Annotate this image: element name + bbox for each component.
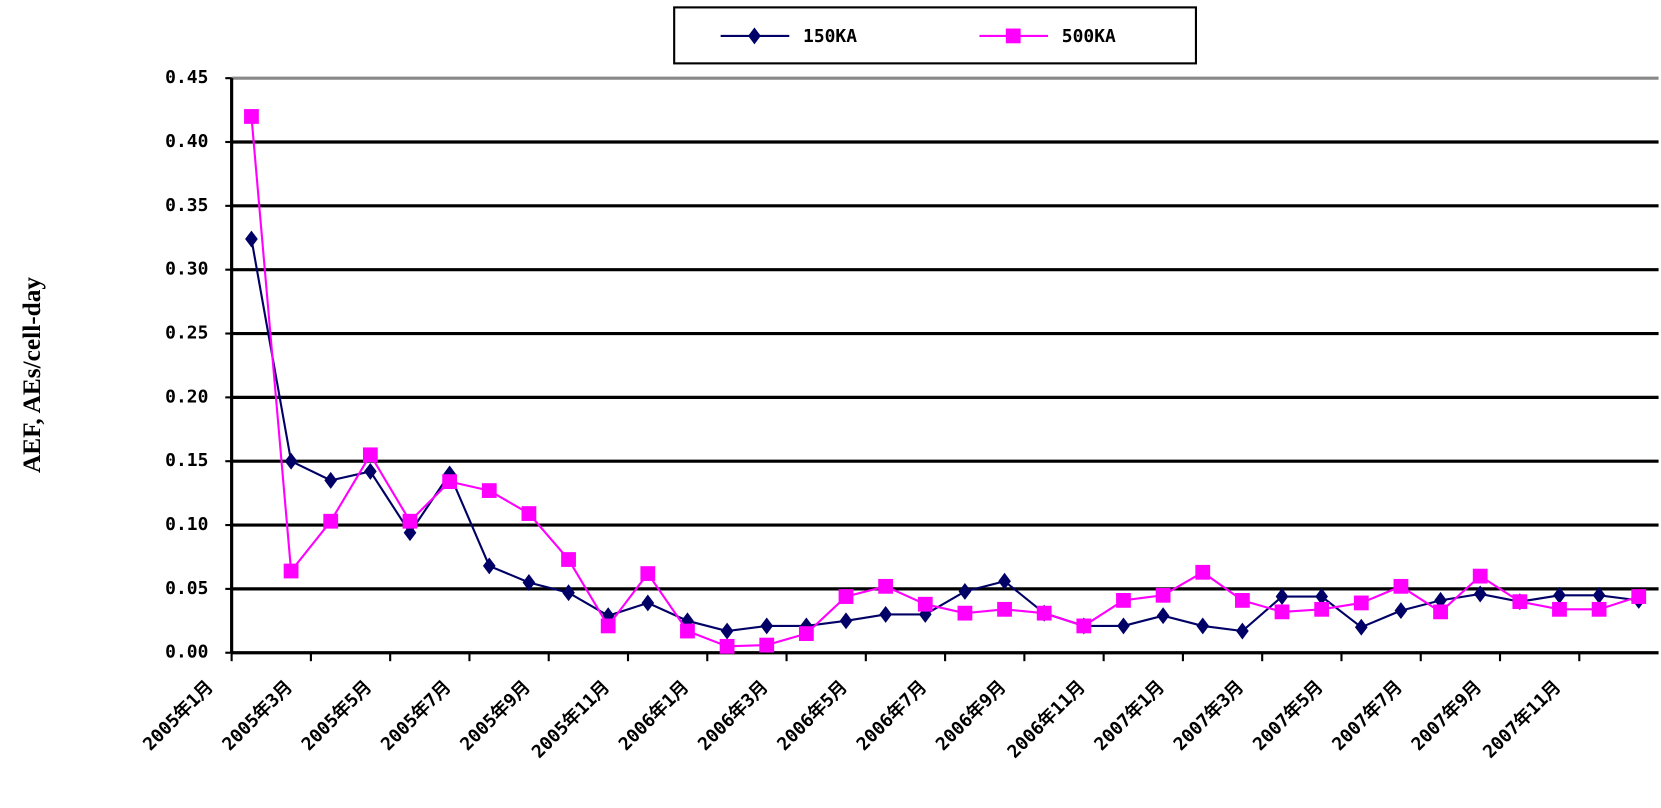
y-axis-label: AEF, AEs/cell-day bbox=[18, 277, 46, 473]
point bbox=[1314, 601, 1330, 617]
point bbox=[1393, 578, 1409, 594]
point bbox=[482, 557, 496, 575]
x-tick-label: 2005年3月 bbox=[218, 676, 297, 755]
y-tick-label: 0.20 bbox=[165, 386, 208, 407]
x-tick-label: 2007年7月 bbox=[1328, 676, 1407, 755]
x-tick-label: 2006年1月 bbox=[614, 676, 693, 755]
x-tick-label: 2006年9月 bbox=[931, 676, 1010, 755]
point bbox=[1036, 605, 1052, 621]
series-line bbox=[250, 238, 1639, 633]
point bbox=[680, 623, 695, 639]
y-tick-label: 0.05 bbox=[165, 578, 208, 599]
point bbox=[1631, 589, 1647, 604]
y-tick-label: 0.15 bbox=[165, 450, 208, 471]
y-tick-label: 0.10 bbox=[165, 514, 208, 535]
point bbox=[1236, 622, 1249, 640]
point bbox=[958, 582, 972, 600]
x-tick-label: 2006年7月 bbox=[852, 676, 931, 755]
point bbox=[323, 513, 339, 529]
point bbox=[1196, 617, 1210, 635]
point bbox=[1116, 592, 1131, 608]
point bbox=[521, 506, 537, 521]
y-tick-label: 0.00 bbox=[165, 642, 208, 663]
point bbox=[402, 513, 418, 529]
point bbox=[1156, 607, 1170, 625]
x-tick-label: 2006年5月 bbox=[773, 676, 852, 755]
x-tick-label: 2005年11月 bbox=[527, 676, 614, 763]
y-tick-label: 0.35 bbox=[165, 195, 208, 216]
point bbox=[481, 483, 497, 498]
point bbox=[1155, 587, 1171, 603]
point bbox=[1353, 595, 1369, 611]
x-tick-label: 2006年3月 bbox=[693, 676, 772, 755]
y-tick-label: 0.40 bbox=[165, 131, 208, 152]
y-tick-label: 0.30 bbox=[165, 259, 208, 280]
series-line bbox=[250, 116, 1640, 648]
point bbox=[839, 612, 853, 630]
point bbox=[561, 552, 576, 567]
point bbox=[283, 563, 299, 579]
point bbox=[760, 617, 774, 635]
point bbox=[1552, 601, 1567, 617]
point bbox=[1433, 604, 1448, 620]
point bbox=[1275, 588, 1289, 606]
point bbox=[879, 605, 892, 623]
point bbox=[917, 596, 933, 612]
point bbox=[284, 452, 298, 470]
point bbox=[719, 638, 735, 654]
point bbox=[998, 572, 1011, 590]
x-tick-label: 2007年1月 bbox=[1090, 676, 1169, 755]
x-tick-label: 2007年5月 bbox=[1248, 676, 1327, 755]
point bbox=[1592, 586, 1606, 604]
x-tick-label: 2005年5月 bbox=[297, 676, 376, 755]
point bbox=[245, 230, 258, 248]
point bbox=[838, 589, 854, 604]
point bbox=[798, 626, 814, 641]
point bbox=[362, 447, 378, 463]
point bbox=[759, 637, 775, 653]
point bbox=[1315, 588, 1328, 606]
point bbox=[1234, 592, 1250, 608]
point bbox=[324, 471, 338, 489]
point bbox=[1195, 564, 1211, 580]
x-tick-label: 2006年11月 bbox=[1003, 676, 1090, 763]
y-tick-label: 0.25 bbox=[165, 323, 208, 344]
point bbox=[1274, 604, 1290, 620]
legend-label: 150KA bbox=[803, 26, 857, 47]
point bbox=[748, 27, 761, 45]
point bbox=[641, 594, 655, 612]
point bbox=[878, 578, 894, 594]
point bbox=[1076, 618, 1092, 634]
point bbox=[1005, 28, 1021, 44]
point bbox=[1394, 602, 1408, 620]
x-tick-label: 2005年9月 bbox=[456, 676, 535, 755]
point bbox=[640, 566, 656, 581]
x-tick-label: 2005年7月 bbox=[376, 676, 455, 755]
point bbox=[720, 622, 734, 640]
point bbox=[1117, 617, 1130, 635]
point bbox=[1591, 601, 1607, 617]
point bbox=[522, 574, 536, 591]
point bbox=[957, 605, 973, 621]
x-tick-label: 2007年9月 bbox=[1407, 676, 1486, 755]
point bbox=[1472, 568, 1488, 584]
x-tick-label: 2007年3月 bbox=[1169, 676, 1248, 755]
point bbox=[1354, 618, 1368, 636]
x-tick-label: 2005年1月 bbox=[138, 676, 217, 755]
point bbox=[562, 584, 575, 602]
legend-label: 500KA bbox=[1062, 26, 1116, 47]
point bbox=[1553, 586, 1566, 604]
point bbox=[600, 618, 616, 634]
y-tick-label: 0.45 bbox=[165, 67, 208, 88]
point bbox=[1512, 594, 1528, 610]
point bbox=[997, 601, 1012, 617]
point bbox=[442, 474, 458, 490]
point bbox=[244, 109, 259, 124]
x-tick-label: 2007年11月 bbox=[1478, 676, 1565, 763]
